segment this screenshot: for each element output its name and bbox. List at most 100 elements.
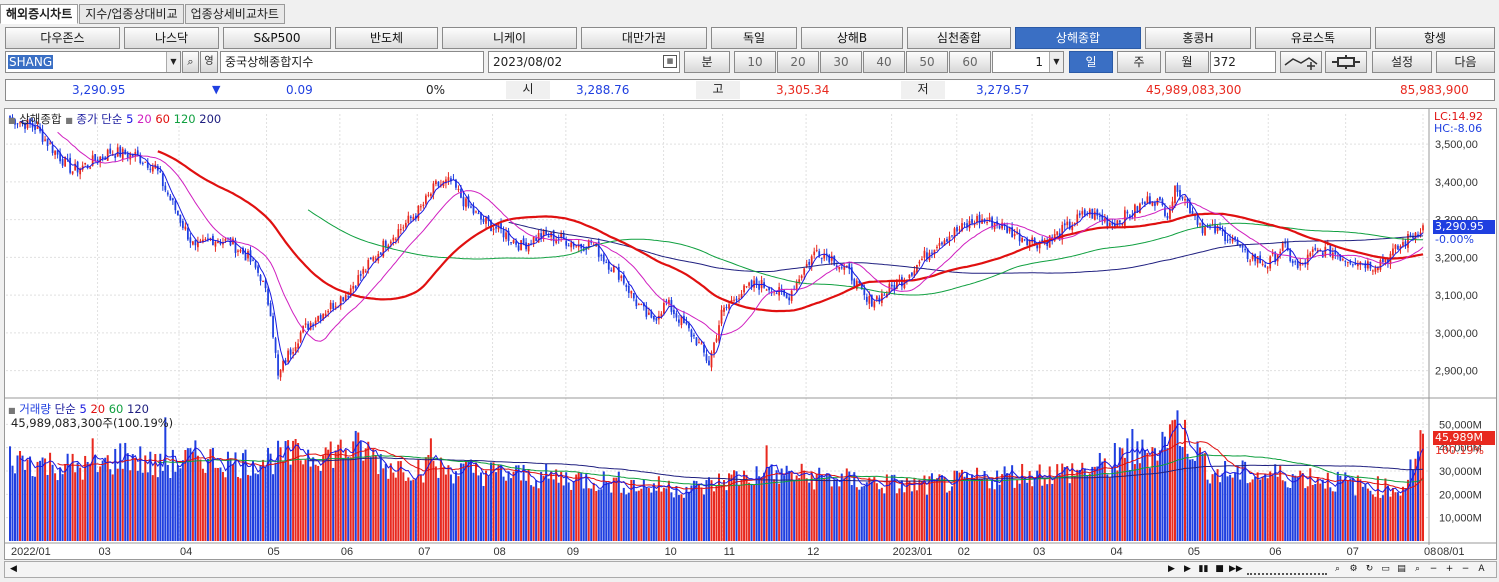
period-20-button[interactable]: 20 — [777, 51, 819, 73]
calendar-icon[interactable]: ▦ — [663, 55, 677, 68]
tab-sector-compare[interactable]: 업종상세비교차트 — [184, 4, 285, 24]
volume-bar — [635, 491, 638, 541]
candle-body — [1164, 207, 1166, 216]
refresh-icon[interactable]: ↻ — [1365, 564, 1374, 574]
speed-slider[interactable] — [1247, 564, 1327, 575]
period-30-button[interactable]: 30 — [820, 51, 862, 73]
candle-body — [790, 290, 793, 301]
pause-icon[interactable]: ▮▮ — [1198, 564, 1209, 574]
market-button-hongkong-h[interactable]: 홍콩H — [1145, 27, 1251, 49]
multiplier-spinner[interactable]: 1 ▼ — [992, 51, 1064, 73]
search-icon[interactable]: ⌕ — [182, 51, 199, 73]
market-button-nikkei[interactable]: 니케이 — [442, 27, 577, 49]
stop-icon[interactable]: ■ — [1215, 564, 1224, 574]
chart-svg[interactable]: 3,500,003,400,003,300,003,200,003,100,00… — [5, 109, 1496, 559]
volume-bar — [294, 438, 297, 541]
candle-body — [971, 218, 973, 223]
date-field[interactable]: 2023/08/02 ▦ — [488, 51, 680, 73]
volume-bar — [893, 474, 896, 541]
candle-body — [1023, 239, 1026, 241]
market-button-shanghai-b[interactable]: 상해B — [801, 27, 903, 49]
tab-overseas-chart[interactable]: 해외증시차트 — [0, 4, 79, 24]
ma60-line — [157, 150, 1424, 313]
volume-bar — [1061, 463, 1064, 541]
market-button-taiwan[interactable]: 대만가권 — [581, 27, 707, 49]
gear-icon[interactable]: ⚙ — [1349, 564, 1358, 574]
zoom-icon[interactable]: ⌕ — [1334, 564, 1341, 574]
dropdown-arrow-icon[interactable]: ▼ — [1049, 52, 1063, 72]
market-button-shanghai[interactable]: 상해종합 — [1015, 27, 1141, 49]
volume-bar — [600, 489, 603, 541]
volume-bar — [1173, 419, 1176, 541]
volume-bar — [607, 482, 610, 541]
zoom-out-icon[interactable]: − — [1429, 564, 1438, 574]
volume-bar — [652, 483, 655, 541]
volume-bar — [515, 465, 518, 541]
settings-button[interactable]: 설정 — [1372, 51, 1432, 73]
candle-body — [838, 266, 841, 270]
day-button[interactable]: 일 — [1069, 51, 1113, 73]
price-legend-ma20: 20 — [137, 112, 152, 126]
candle-body — [1299, 262, 1302, 266]
tab-index-compare[interactable]: 지수/업종상대비교 — [79, 4, 184, 24]
zoom-wave-icon[interactable] — [1280, 51, 1322, 73]
market-button-semiconductor[interactable]: 반도체 — [335, 27, 438, 49]
candle-body — [743, 285, 745, 293]
count-field[interactable]: 372 — [1210, 51, 1276, 73]
dropdown-arrow-icon[interactable]: ▼ — [166, 52, 180, 72]
scroll-left-icon[interactable]: ◀ — [10, 564, 17, 574]
candle-body — [397, 229, 400, 240]
candle-body — [1088, 209, 1091, 215]
volume-bar — [530, 485, 533, 541]
candle-body — [399, 228, 402, 231]
period-10-button[interactable]: 10 — [734, 51, 776, 73]
week-button[interactable]: 주 — [1117, 51, 1161, 73]
candle-body — [184, 226, 187, 230]
zoom-in-icon[interactable]: + — [1445, 564, 1454, 574]
english-toggle-icon[interactable]: 영 — [200, 51, 218, 73]
zoom-out-small-icon[interactable]: − — [1461, 564, 1470, 574]
next-button[interactable]: 다음 — [1436, 51, 1495, 73]
period-60-button[interactable]: 60 — [949, 51, 991, 73]
volume-bar — [51, 464, 54, 541]
volume-bar — [490, 462, 493, 541]
chart-area[interactable]: 3,500,003,400,003,300,003,200,003,100,00… — [4, 108, 1497, 560]
candle-body — [547, 235, 550, 238]
candle-body — [269, 303, 272, 317]
scroll-right-icon[interactable]: ▶ — [1168, 564, 1175, 574]
chart-scrollbar[interactable]: ◀ ▶ ▶ ▮▮ ■ ▶▶ ⌕ ⚙ ↻ ▭ ▤ ⌕ − + − A — [4, 561, 1497, 578]
volume-bar — [1414, 458, 1417, 541]
chart-type-icon[interactable] — [1325, 51, 1367, 73]
volume-bar — [1244, 461, 1247, 541]
volume-bar — [602, 471, 605, 541]
candle-body — [500, 223, 502, 229]
volume-bar — [1091, 466, 1094, 541]
search-zoom-icon[interactable]: ⌕ — [1414, 564, 1421, 574]
period-50-button[interactable]: 50 — [906, 51, 948, 73]
restore-icon[interactable]: ▭ — [1381, 564, 1390, 574]
candle-body — [963, 223, 966, 225]
market-button-germany[interactable]: 독일 — [711, 27, 797, 49]
volume-bar — [943, 476, 946, 541]
market-button-sp500[interactable]: S&P500 — [223, 27, 331, 49]
market-button-eurostoxx[interactable]: 유로스톡 — [1255, 27, 1371, 49]
fit-icon[interactable]: ▤ — [1397, 564, 1406, 574]
minute-button[interactable]: 분 — [684, 51, 730, 73]
period-40-button[interactable]: 40 — [863, 51, 905, 73]
volume-bar — [54, 473, 57, 541]
candle-body — [948, 236, 951, 242]
month-button[interactable]: 월 — [1165, 51, 1209, 73]
fast-forward-icon[interactable]: ▶▶ — [1229, 564, 1243, 574]
font-icon[interactable]: A — [1478, 564, 1485, 574]
volume-bar — [976, 467, 979, 541]
volume-bar — [966, 473, 969, 541]
play-icon[interactable]: ▶ — [1184, 564, 1191, 574]
symbol-code-combo[interactable]: SHANG ▼ — [5, 51, 181, 73]
candle-body — [575, 245, 578, 247]
candle-body — [41, 129, 44, 142]
market-button-hangseng[interactable]: 항셍 — [1375, 27, 1495, 49]
volume-bar — [89, 463, 92, 541]
market-button-shenzhen[interactable]: 심천종합 — [907, 27, 1011, 49]
market-button-dow[interactable]: 다우존스 — [5, 27, 120, 49]
market-button-nasdaq[interactable]: 나스닥 — [124, 27, 219, 49]
